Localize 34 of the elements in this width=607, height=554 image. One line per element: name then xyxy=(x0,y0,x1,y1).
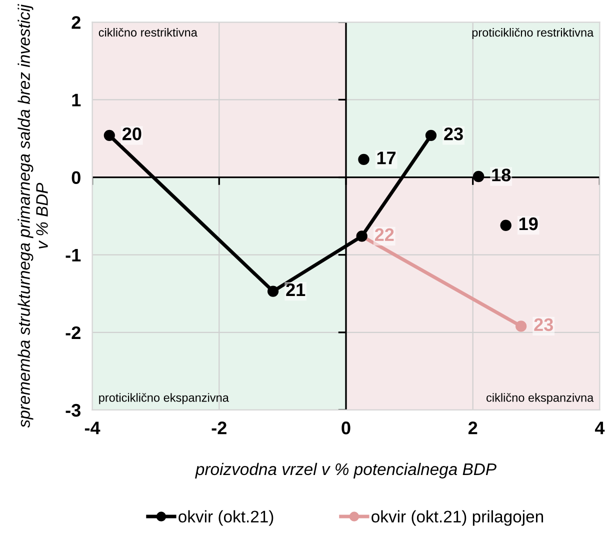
y-tick-label: -2 xyxy=(66,326,80,339)
point xyxy=(516,320,527,332)
annotation: ciklično ekspanzivna xyxy=(486,393,594,404)
y-tick-label: 2 xyxy=(72,16,80,29)
annotation: 22 xyxy=(374,228,394,241)
point xyxy=(472,170,484,182)
y-axis-title: sprememba strukturnega primarnega salda brez investicij v % BDP xyxy=(18,4,48,428)
annotation: 19 xyxy=(519,217,538,230)
x-tick-label: 0 xyxy=(342,422,350,434)
y-tick-label: 1 xyxy=(72,94,81,106)
annotation: 23 xyxy=(534,318,553,332)
annotation: proticiklično restriktivna xyxy=(472,28,594,40)
x-tick-label: 2 xyxy=(468,422,478,434)
y-tick-label: 0 xyxy=(72,171,80,184)
annotation: 17 xyxy=(377,152,396,164)
y-tick-label: -3 xyxy=(66,404,80,417)
annotation: ciklično restriktivna xyxy=(98,28,198,37)
point xyxy=(358,154,370,166)
point xyxy=(104,130,115,141)
x-tick-label: -4 xyxy=(84,422,100,434)
x-tick-label: -2 xyxy=(212,422,226,434)
annotation: 21 xyxy=(286,283,306,296)
y-tick-label: -1 xyxy=(66,248,81,262)
annotation: 18 xyxy=(492,168,511,182)
point xyxy=(500,220,512,231)
point xyxy=(267,286,279,297)
point xyxy=(425,130,437,141)
legend-label: okvir (okt.21) xyxy=(178,510,274,526)
annotation: 23 xyxy=(444,127,463,140)
annotation: proticiklično ekspanzivna xyxy=(99,393,229,404)
legend-label: okvir (okt.21) prilagojen xyxy=(372,510,544,526)
x-tick-label: 4 xyxy=(594,422,605,434)
annotation: 20 xyxy=(122,127,142,140)
x-axis-title: proizvodna vrzel v % potencialnega BDP xyxy=(195,462,496,478)
